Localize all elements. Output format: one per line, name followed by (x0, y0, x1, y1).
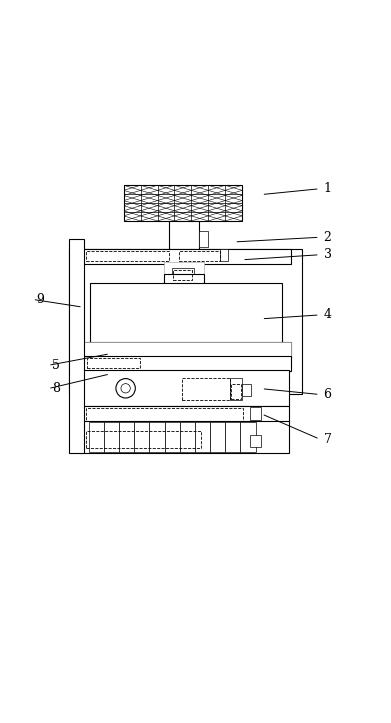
Bar (140, 356, 154, 369)
Bar (69, 239, 84, 453)
Bar (195, 422, 210, 452)
Bar (81, 342, 291, 358)
Bar (230, 378, 242, 401)
Bar (165, 422, 180, 452)
Bar (220, 249, 228, 260)
Bar (89, 422, 104, 452)
Bar (104, 422, 119, 452)
Bar (169, 221, 199, 254)
Bar (86, 408, 243, 421)
Bar (250, 407, 261, 420)
Bar (180, 422, 195, 452)
Bar (182, 378, 230, 401)
Bar (225, 422, 240, 452)
Bar (119, 422, 134, 452)
Bar (149, 422, 165, 452)
Bar (87, 358, 140, 369)
Bar (86, 432, 201, 448)
Bar (210, 422, 225, 452)
Text: 3: 3 (324, 248, 332, 261)
Bar (90, 283, 282, 343)
Bar (134, 422, 149, 452)
Text: 7: 7 (324, 432, 332, 445)
Text: 1: 1 (324, 182, 332, 195)
Bar (179, 252, 220, 261)
Bar (231, 384, 240, 399)
Bar (81, 370, 289, 406)
Bar (242, 384, 251, 396)
Text: 4: 4 (324, 309, 332, 322)
Bar (240, 422, 256, 452)
Bar (199, 231, 208, 247)
Bar (164, 274, 204, 284)
Text: 6: 6 (324, 388, 332, 401)
Text: 9: 9 (36, 293, 44, 306)
Bar (173, 270, 192, 280)
Text: 2: 2 (324, 231, 332, 244)
Bar (81, 406, 289, 422)
Bar (81, 356, 291, 371)
Bar (81, 249, 291, 264)
Bar (86, 252, 169, 261)
Bar (81, 342, 291, 358)
Bar (164, 262, 204, 275)
Bar (250, 435, 261, 447)
Bar (86, 356, 154, 369)
Bar (69, 249, 302, 395)
Text: 5: 5 (52, 359, 60, 372)
Bar (172, 268, 194, 280)
Bar (81, 421, 289, 453)
Bar (124, 185, 242, 221)
Text: 8: 8 (52, 382, 60, 395)
